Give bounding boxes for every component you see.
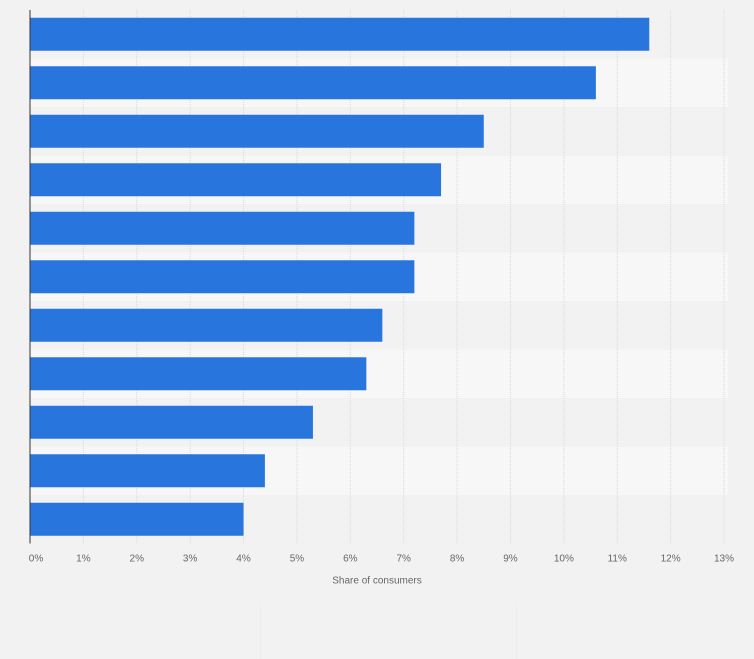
x-tick-label: 13%	[714, 554, 734, 565]
x-tick-label: 5%	[290, 554, 305, 565]
x-tick-label: 6%	[343, 554, 358, 565]
x-tick-label: 3%	[183, 554, 198, 565]
footer-divider	[516, 606, 517, 659]
x-tick-labels: 0% 1% 2% 3% 4% 5% 6% 7% 8% 9% 10% 11% 12% 13%	[29, 554, 734, 565]
bar[interactable]	[30, 66, 596, 100]
bar[interactable]	[30, 405, 313, 439]
x-axis-title: Share of consumers	[332, 576, 422, 587]
bar-chart: 0% 1% 2% 3% 4% 5% 6% 7% 8% 9% 10% 11% 12% 13% Share o…	[29, 10, 734, 587]
bar[interactable]	[30, 211, 415, 245]
bar[interactable]	[30, 454, 265, 488]
x-tick-label: 8%	[450, 554, 465, 565]
x-tick-label: 7%	[396, 554, 411, 565]
footer-divider	[260, 606, 261, 659]
bar[interactable]	[30, 163, 442, 197]
bar[interactable]	[30, 17, 650, 51]
x-tick-label: 0%	[29, 554, 44, 565]
bar[interactable]	[30, 260, 415, 294]
x-tick-label: 9%	[503, 554, 518, 565]
bars	[30, 17, 650, 536]
bar[interactable]	[30, 114, 484, 148]
x-tick-label: 11%	[608, 554, 627, 565]
x-tick-label: 10%	[554, 554, 574, 565]
x-tick-label: 12%	[661, 554, 681, 565]
chart-container: 0% 1% 2% 3% 4% 5% 6% 7% 8% 9% 10% 11% 12% 13% Share o…	[29, 10, 734, 587]
bar[interactable]	[30, 357, 367, 391]
footer-area	[0, 600, 754, 659]
x-tick-label: 2%	[130, 554, 145, 565]
x-tick-label: 4%	[236, 554, 251, 565]
bar[interactable]	[30, 308, 383, 342]
x-tick-label: 1%	[76, 554, 91, 565]
bar[interactable]	[30, 502, 244, 536]
